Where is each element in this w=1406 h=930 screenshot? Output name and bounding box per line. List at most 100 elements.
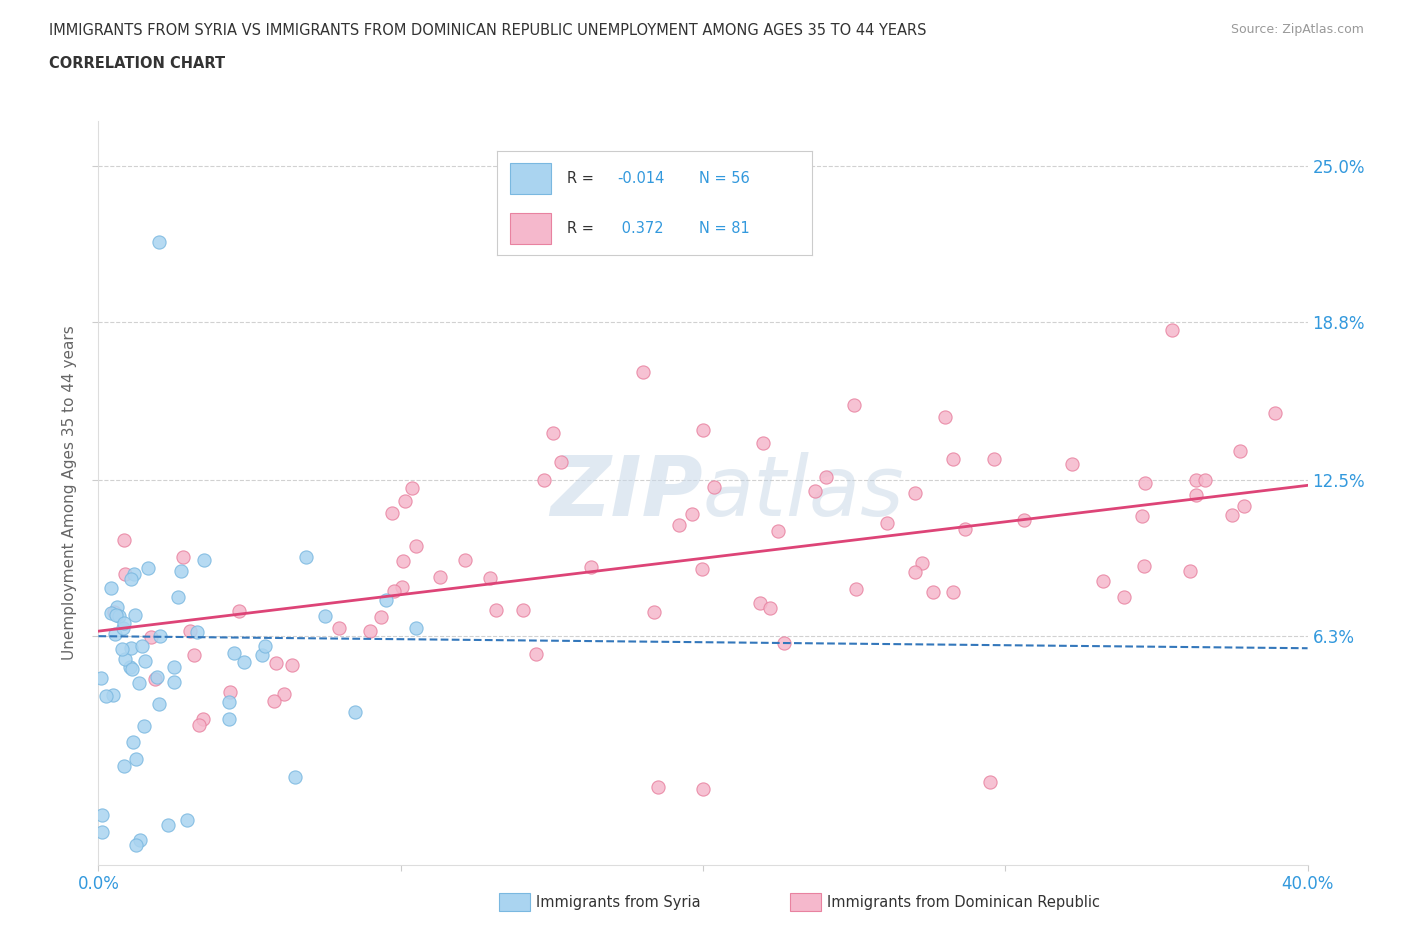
Point	[1130, 509, 1153, 524]
Point	[533, 472, 555, 487]
Point	[1112, 590, 1135, 604]
Point	[911, 555, 934, 570]
Point	[692, 422, 714, 437]
Point	[392, 553, 415, 568]
Point	[91, 825, 114, 840]
Point	[228, 604, 250, 618]
Point	[328, 621, 350, 636]
Point	[773, 636, 796, 651]
Point	[96, 688, 118, 703]
Point	[394, 494, 416, 509]
Point	[179, 623, 201, 638]
Point	[1012, 512, 1035, 527]
Point	[218, 711, 240, 726]
Point	[401, 481, 423, 496]
Point	[91, 807, 114, 822]
Point	[1233, 498, 1256, 513]
Point	[1133, 476, 1156, 491]
Point	[114, 566, 136, 581]
Point	[983, 451, 1005, 466]
Point	[273, 686, 295, 701]
Point	[382, 583, 405, 598]
Point	[391, 580, 413, 595]
Point	[692, 782, 714, 797]
Point	[111, 642, 134, 657]
Point	[359, 623, 381, 638]
Point	[138, 561, 160, 576]
Point	[485, 603, 508, 618]
Point	[125, 837, 148, 852]
Point	[284, 769, 307, 784]
Point	[631, 365, 654, 379]
Point	[429, 569, 451, 584]
Point	[1132, 559, 1154, 574]
Point	[512, 603, 534, 618]
Point	[922, 584, 945, 599]
Point	[118, 659, 141, 674]
Point	[668, 517, 690, 532]
Point	[804, 484, 827, 498]
Point	[904, 485, 927, 500]
Point	[979, 775, 1001, 790]
Point	[524, 646, 547, 661]
Point	[647, 779, 669, 794]
Point	[121, 735, 143, 750]
Point	[1060, 457, 1083, 472]
Point	[129, 832, 152, 847]
Text: Immigrants from Dominican Republic: Immigrants from Dominican Republic	[827, 895, 1099, 910]
Point	[145, 670, 167, 684]
Point	[844, 397, 866, 412]
Point	[1194, 472, 1216, 487]
Point	[163, 659, 186, 674]
Point	[1264, 405, 1286, 420]
Point	[176, 812, 198, 827]
Point	[148, 696, 170, 711]
Point	[953, 522, 976, 537]
Point	[193, 552, 215, 567]
Point	[942, 584, 965, 599]
Point	[233, 654, 256, 669]
Point	[112, 620, 135, 635]
Point	[112, 533, 135, 548]
Point	[264, 656, 287, 671]
Point	[149, 629, 172, 644]
Point	[124, 608, 146, 623]
Point	[103, 604, 125, 619]
Point	[148, 234, 170, 249]
Point	[134, 653, 156, 668]
Point	[112, 616, 135, 631]
Point	[942, 451, 965, 466]
Point	[295, 550, 318, 565]
Point	[128, 675, 150, 690]
Point	[1160, 322, 1182, 337]
Point	[1185, 472, 1208, 487]
Text: CORRELATION CHART: CORRELATION CHART	[49, 56, 225, 71]
Point	[758, 601, 780, 616]
Point	[405, 620, 427, 635]
Point	[112, 758, 135, 773]
Point	[131, 638, 153, 653]
Point	[752, 435, 775, 450]
Point	[141, 630, 163, 644]
Point	[405, 538, 427, 553]
Point	[186, 625, 208, 640]
Point	[120, 641, 142, 656]
Point	[167, 589, 190, 604]
Point	[100, 605, 122, 620]
Text: atlas: atlas	[703, 452, 904, 534]
Point	[703, 479, 725, 494]
Text: Immigrants from Syria: Immigrants from Syria	[536, 895, 700, 910]
Point	[381, 506, 404, 521]
Point	[314, 609, 336, 624]
Point	[172, 550, 194, 565]
Text: ZIP: ZIP	[550, 452, 703, 534]
Point	[904, 565, 927, 579]
Point	[163, 674, 186, 689]
Point	[1184, 487, 1206, 502]
Point	[681, 507, 703, 522]
Point	[188, 717, 211, 732]
Point	[105, 607, 128, 622]
Text: IMMIGRANTS FROM SYRIA VS IMMIGRANTS FROM DOMINICAN REPUBLIC UNEMPLOYMENT AMONG A: IMMIGRANTS FROM SYRIA VS IMMIGRANTS FROM…	[49, 23, 927, 38]
Point	[120, 571, 142, 586]
Text: Source: ZipAtlas.com: Source: ZipAtlas.com	[1230, 23, 1364, 36]
